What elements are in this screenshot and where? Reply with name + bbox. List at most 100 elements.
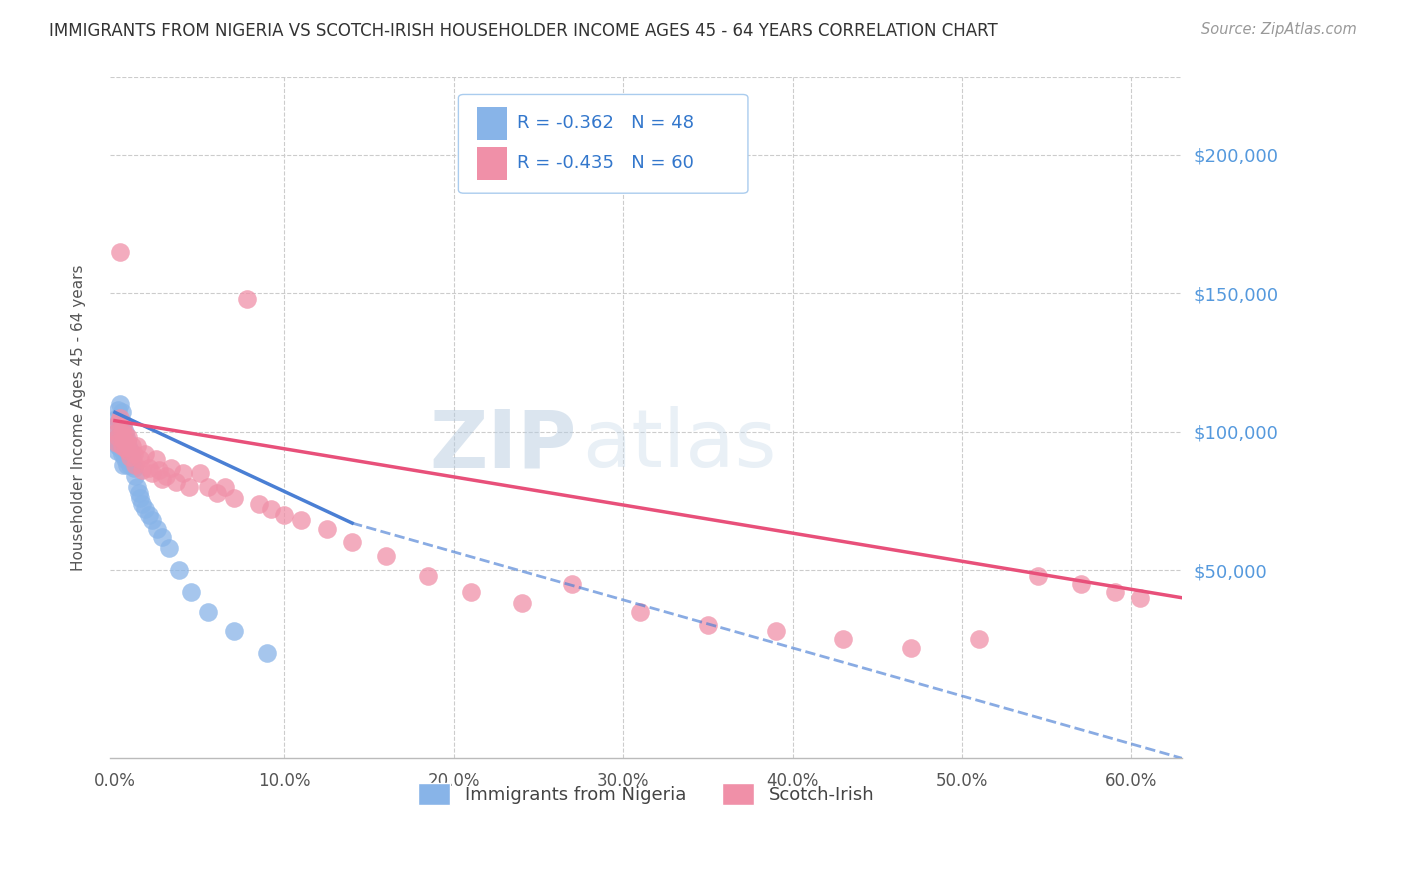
Point	[197, 605, 219, 619]
Point	[117, 444, 139, 458]
Point	[105, 425, 128, 439]
Point	[179, 480, 201, 494]
Point	[111, 439, 134, 453]
Point	[105, 435, 128, 450]
Point	[128, 485, 150, 500]
Point	[197, 480, 219, 494]
Point	[1026, 568, 1049, 582]
Text: R = -0.435   N = 60: R = -0.435 N = 60	[517, 153, 695, 171]
Point	[105, 425, 128, 439]
Point	[111, 433, 134, 447]
Point	[112, 419, 135, 434]
Point	[628, 605, 651, 619]
Text: atlas: atlas	[582, 406, 776, 484]
Point	[108, 244, 131, 259]
Point	[180, 585, 202, 599]
Y-axis label: Householder Income Ages 45 - 64 years: Householder Income Ages 45 - 64 years	[72, 265, 86, 571]
Point	[107, 402, 129, 417]
Point	[256, 646, 278, 660]
Point	[165, 475, 187, 489]
Point	[236, 292, 259, 306]
Point	[112, 417, 135, 431]
Point	[107, 417, 129, 431]
Point	[460, 585, 482, 599]
Point	[145, 452, 167, 467]
Point	[112, 430, 135, 444]
Point	[114, 452, 136, 467]
Point	[832, 632, 855, 647]
Point	[111, 419, 134, 434]
Point	[561, 577, 583, 591]
Point	[108, 414, 131, 428]
Point	[146, 522, 169, 536]
Text: ZIP: ZIP	[429, 406, 576, 484]
Point	[148, 463, 170, 477]
Point	[169, 563, 191, 577]
Point	[111, 447, 134, 461]
Point	[247, 497, 270, 511]
Point	[188, 467, 211, 481]
Point	[141, 467, 163, 481]
Point	[108, 410, 131, 425]
Point	[121, 439, 143, 453]
Point	[1070, 577, 1092, 591]
Point	[131, 463, 153, 477]
Point	[107, 439, 129, 453]
Point	[273, 508, 295, 522]
Point	[340, 535, 363, 549]
Point	[150, 530, 173, 544]
Point	[155, 469, 177, 483]
Point	[138, 460, 160, 475]
Point	[129, 452, 152, 467]
Point	[150, 472, 173, 486]
Point	[138, 508, 160, 522]
Point	[105, 433, 128, 447]
Point	[114, 435, 136, 450]
Point	[129, 491, 152, 505]
Point	[900, 640, 922, 655]
Point	[1104, 585, 1126, 599]
Point	[107, 430, 129, 444]
Point	[222, 624, 245, 638]
Point	[214, 480, 236, 494]
Point	[117, 439, 139, 453]
Point	[172, 467, 194, 481]
Point	[108, 442, 131, 456]
Point	[111, 405, 134, 419]
Point	[120, 458, 142, 472]
Point	[124, 458, 146, 472]
Point	[105, 444, 128, 458]
Point	[157, 541, 180, 555]
Point	[134, 447, 156, 461]
Point	[120, 444, 142, 458]
Point	[115, 435, 138, 450]
Point	[124, 469, 146, 483]
Point	[125, 480, 148, 494]
Point	[205, 485, 228, 500]
Point	[375, 549, 398, 564]
Point	[418, 568, 440, 582]
Point	[290, 513, 312, 527]
Point	[315, 522, 337, 536]
Legend: Immigrants from Nigeria, Scotch-Irish: Immigrants from Nigeria, Scotch-Irish	[409, 774, 883, 814]
Point	[120, 450, 142, 464]
Point	[111, 425, 134, 439]
Point	[112, 444, 135, 458]
Point	[125, 439, 148, 453]
FancyBboxPatch shape	[458, 95, 748, 194]
Point	[112, 458, 135, 472]
Point	[160, 460, 183, 475]
Point	[108, 397, 131, 411]
Point	[107, 430, 129, 444]
Point	[141, 513, 163, 527]
Point	[134, 502, 156, 516]
Point	[114, 427, 136, 442]
FancyBboxPatch shape	[477, 147, 506, 179]
Point	[510, 596, 533, 610]
Point	[108, 427, 131, 442]
Point	[696, 618, 718, 632]
Point	[131, 497, 153, 511]
Point	[105, 410, 128, 425]
Point	[122, 460, 145, 475]
Text: Source: ZipAtlas.com: Source: ZipAtlas.com	[1201, 22, 1357, 37]
